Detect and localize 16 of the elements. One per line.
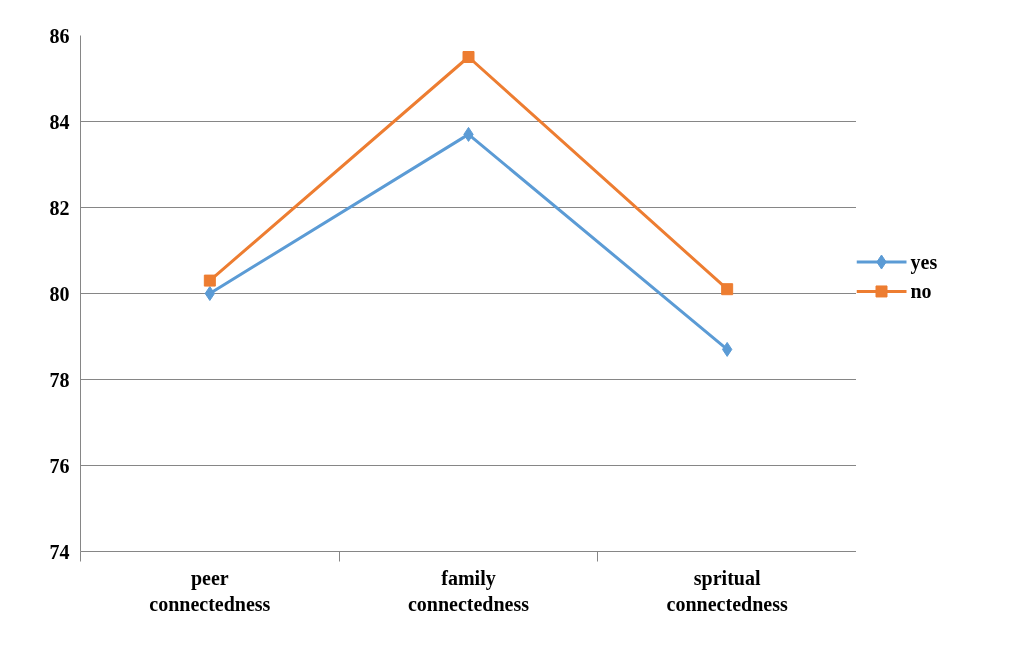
y-tick-label: 84 [49,110,70,133]
point [203,274,216,287]
y-tick-label: 80 [49,282,70,305]
y-tick-label: 86 [49,24,70,47]
y-tick-label: 74 [49,540,70,563]
x-tick-label: peer connectedness [149,566,271,615]
y-tick-label: 76 [49,454,70,477]
y-tick-label: 82 [49,196,70,219]
legend-label: no [910,280,932,303]
legend-label: yes [910,251,938,275]
point [721,283,734,296]
x-tick-label: family connectedness [407,566,530,615]
y-tick-label: 78 [49,368,70,391]
point [204,286,215,301]
point [462,51,475,63]
x-tick-label: spritual connectedness [666,566,788,615]
